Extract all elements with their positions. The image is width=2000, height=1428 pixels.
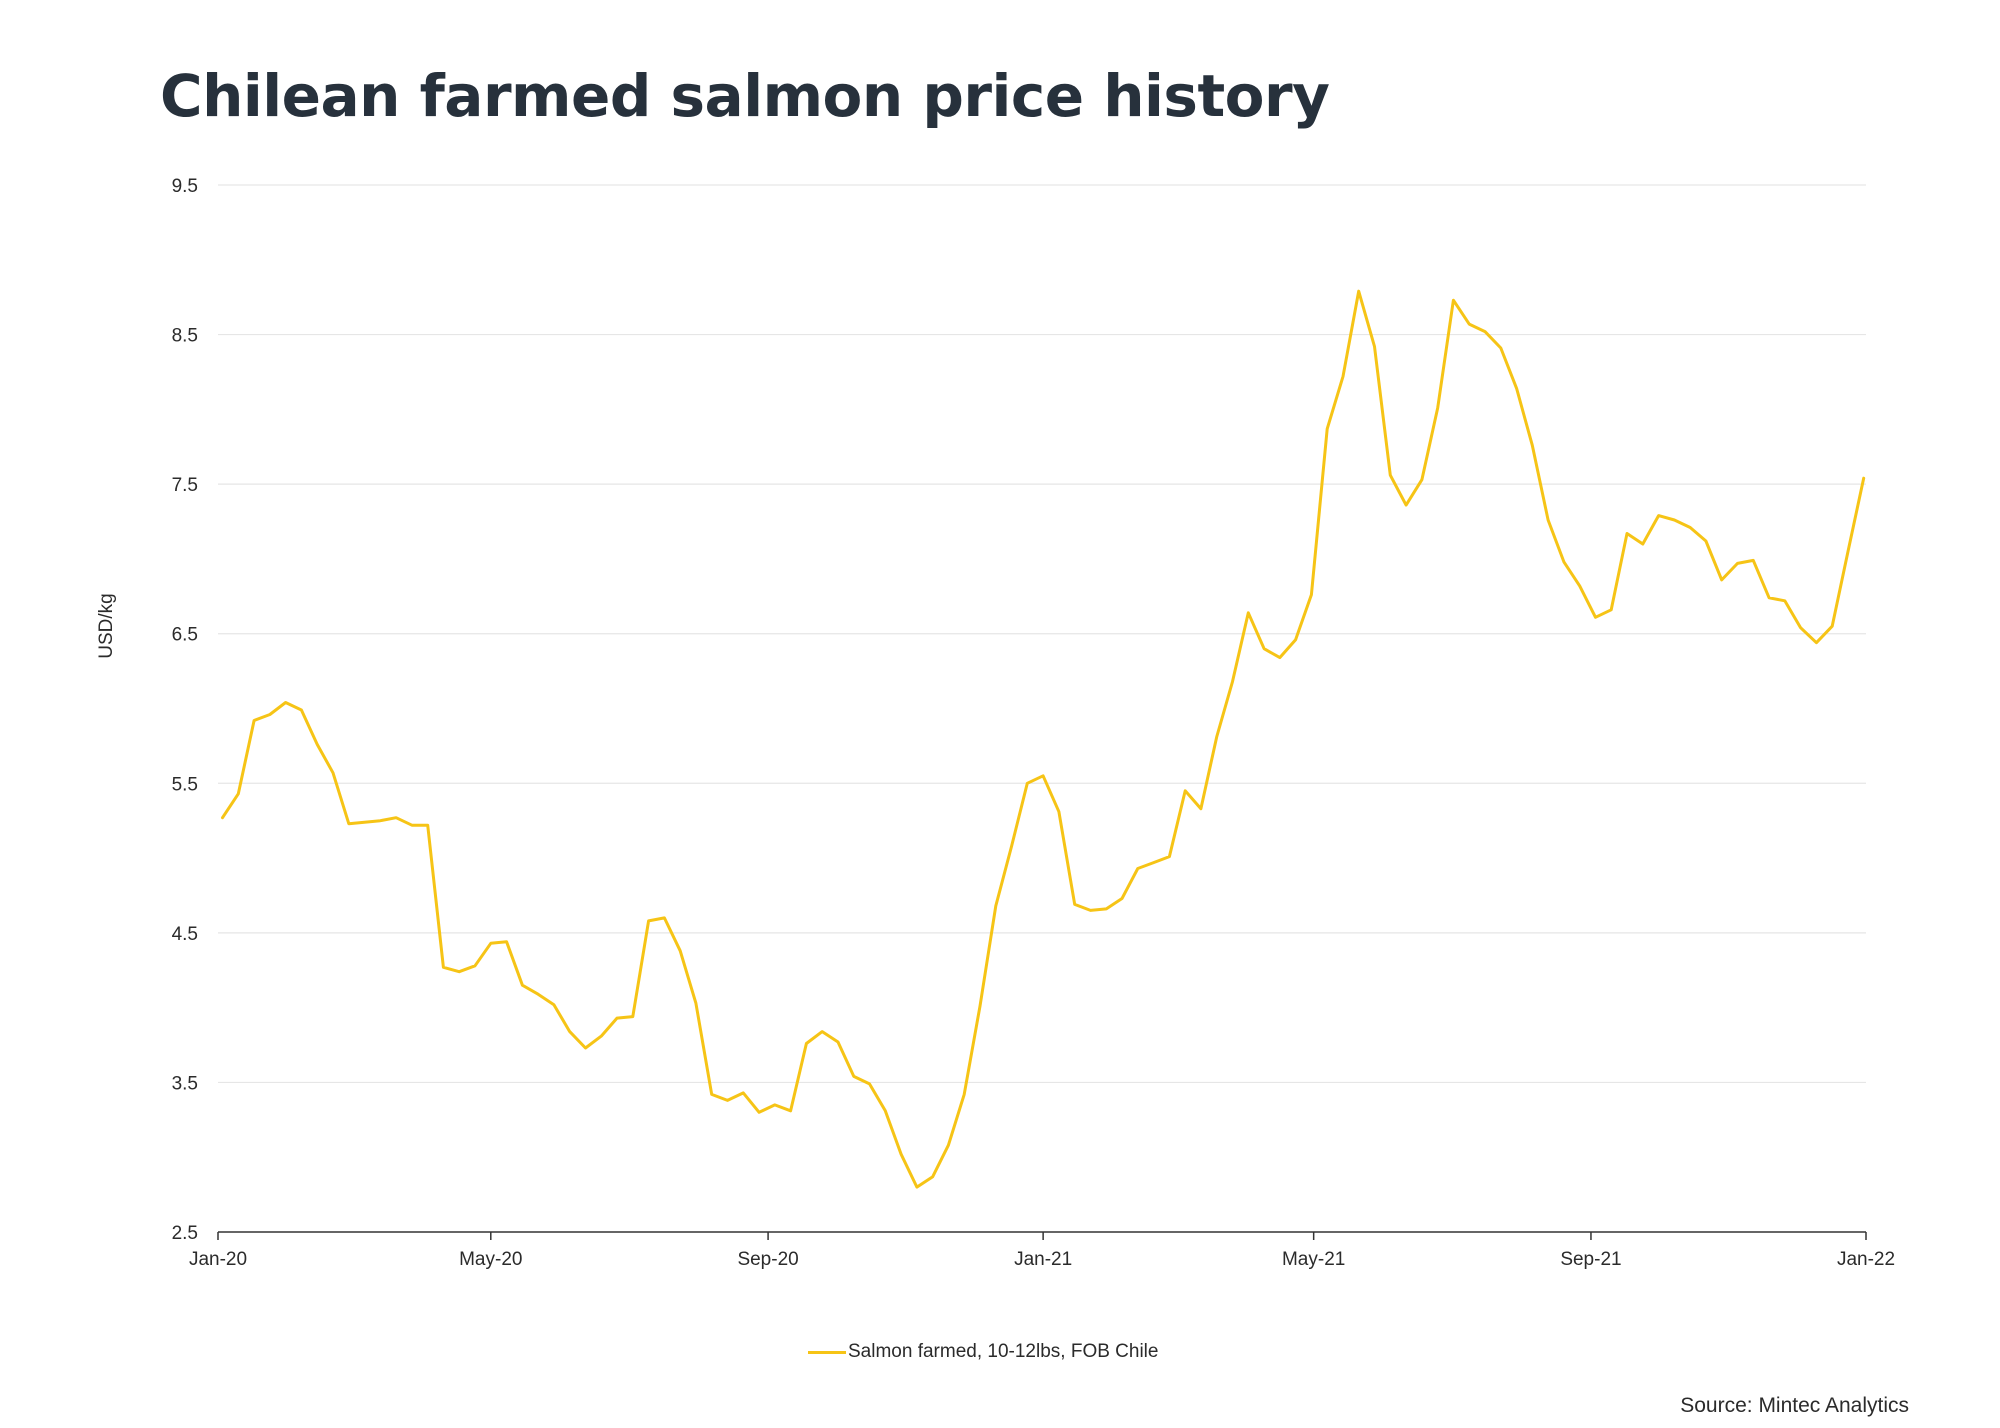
series-layer [221,289,1866,1189]
x-axis: Jan-20 May-20 Sep-20 Jan-21 May-21 Sep-21 Jan-… [189,1231,1895,1270]
series-line [221,289,1866,1189]
x-tick-label: Sep-20 [737,1249,798,1270]
y-tick-label: 3.5 [172,1073,198,1094]
legend-swatch [808,1350,846,1354]
y-axis-ticks: 2.5 3.5 4.5 5.5 6.5 7.5 8.5 9.5 [172,176,198,1244]
x-tick-label: Jan-22 [1837,1249,1895,1270]
y-tick-label: 7.5 [172,475,198,496]
legend: Salmon farmed, 10-12lbs, FOB Chile [808,1341,1158,1363]
x-tick-label: Jan-20 [189,1249,247,1270]
x-tick-label: May-21 [1282,1249,1345,1270]
grid-lines [218,184,1866,1084]
y-tick-label: 6.5 [172,625,198,646]
y-tick-label: 2.5 [172,1223,198,1244]
y-tick-label: 9.5 [172,176,198,197]
y-tick-label: 5.5 [172,774,198,795]
y-tick-label: 4.5 [172,924,198,945]
chart-title: Chilean farmed salmon price history [160,62,1330,130]
legend-label: Salmon farmed, 10-12lbs, FOB Chile [848,1341,1159,1362]
y-tick-label: 8.5 [172,326,198,347]
x-tick-label: May-20 [459,1249,522,1270]
x-tick-label: Sep-21 [1560,1249,1621,1270]
x-tick-label: Jan-21 [1014,1249,1072,1270]
y-axis-label: USD/kg [96,593,117,658]
source-note: Source: Mintec Analytics [1680,1394,1909,1417]
